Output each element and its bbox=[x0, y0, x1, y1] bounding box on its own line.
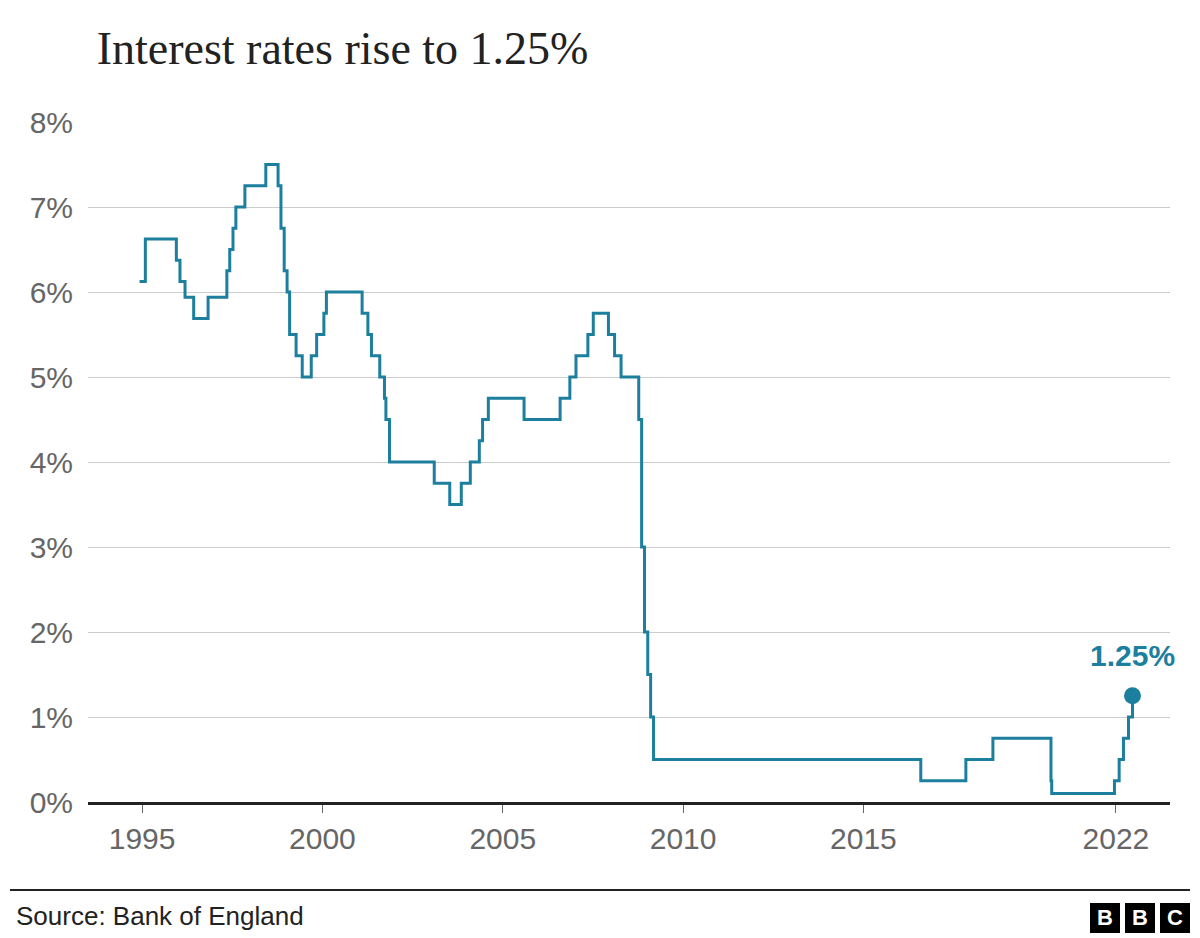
svg-text:0%: 0% bbox=[30, 786, 73, 819]
svg-text:1.25%: 1.25% bbox=[1090, 639, 1175, 672]
svg-text:6%: 6% bbox=[30, 276, 73, 309]
html-text:C: C bbox=[1167, 905, 1183, 930]
svg-text:Interest rates rise to 1.25%: Interest rates rise to 1.25% bbox=[97, 23, 589, 74]
svg-text:2005: 2005 bbox=[469, 822, 536, 855]
svg-text:3%: 3% bbox=[30, 531, 73, 564]
svg-text:2%: 2% bbox=[30, 616, 73, 649]
svg-text:2015: 2015 bbox=[830, 822, 897, 855]
html-text:B: B bbox=[1132, 905, 1148, 930]
svg-text:5%: 5% bbox=[30, 361, 73, 394]
svg-text:4%: 4% bbox=[30, 446, 73, 479]
svg-text:7%: 7% bbox=[30, 191, 73, 224]
html-text:B: B bbox=[1097, 905, 1113, 930]
svg-text:8%: 8% bbox=[30, 106, 73, 139]
svg-text:2022: 2022 bbox=[1083, 822, 1150, 855]
svg-text:2000: 2000 bbox=[289, 822, 356, 855]
html-text:Source: Bank of England: Source: Bank of England bbox=[16, 901, 304, 931]
svg-text:2010: 2010 bbox=[650, 822, 717, 855]
svg-text:1995: 1995 bbox=[109, 822, 176, 855]
svg-text:1%: 1% bbox=[30, 701, 73, 734]
